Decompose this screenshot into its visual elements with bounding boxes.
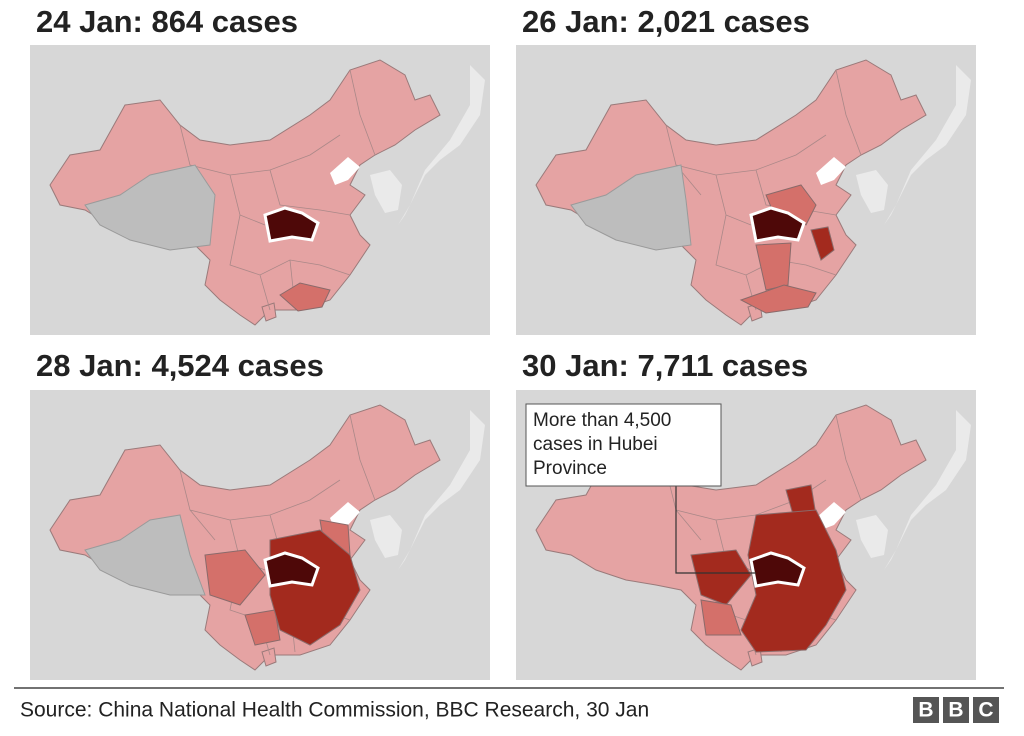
annotation-line: cases in Hubei: [533, 434, 658, 455]
logo-letter: C: [978, 699, 993, 722]
map-panel: [515, 44, 977, 336]
logo: B B C: [913, 697, 999, 723]
map-panel: [29, 389, 491, 681]
map-panel: [29, 44, 491, 336]
annotation-line: More than 4,500: [533, 410, 671, 431]
source: Source: China National Health Commission…: [20, 699, 649, 722]
map-panel: More than 4,500 cases in Hubei Province: [515, 389, 977, 681]
logo-letter: B: [948, 699, 963, 722]
annotation-line: Province: [533, 458, 607, 479]
panel-title: 28 Jan: 4,524 cases: [36, 348, 324, 383]
panel-title: 24 Jan: 864 cases: [36, 4, 298, 39]
logo-letter: B: [918, 699, 933, 722]
panel-title: 26 Jan: 2,021 cases: [522, 4, 810, 39]
panel-title: 30 Jan: 7,711 cases: [522, 348, 808, 383]
